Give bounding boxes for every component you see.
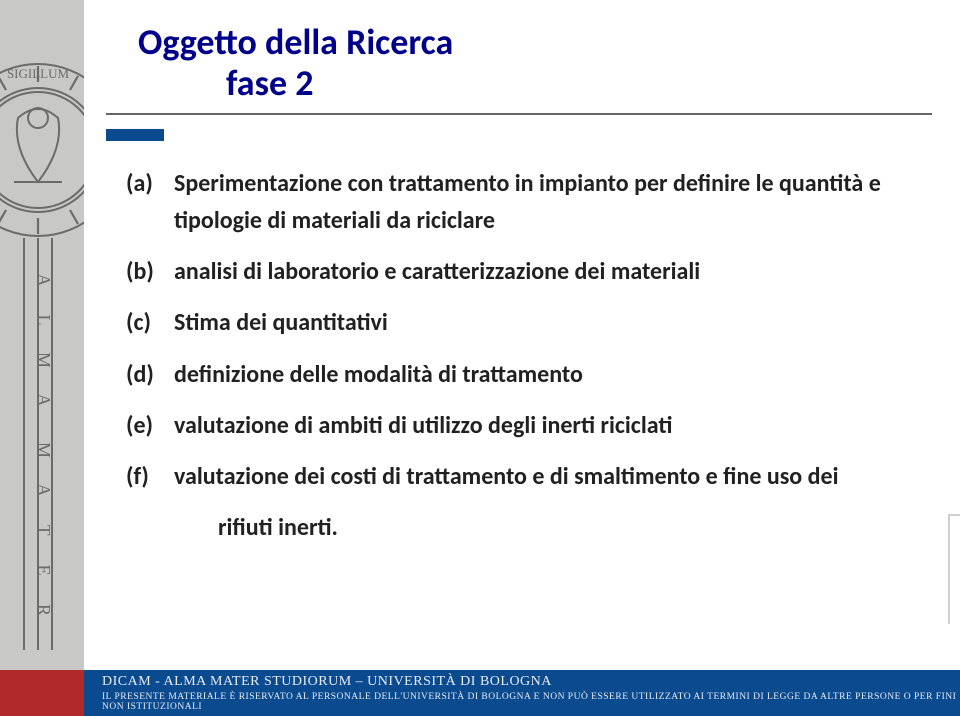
svg-text:M: M	[34, 442, 54, 458]
svg-text:R: R	[34, 604, 54, 616]
list-item: (c) Stima dei quantitativi	[126, 304, 920, 341]
footer-right-block: DICAM - ALMA MATER STUDIORUM – UNIVERSIT…	[84, 670, 960, 716]
university-seal-graphic: SIGILLUM A L M A M A T E R	[0, 10, 84, 660]
title-underline	[106, 113, 932, 115]
list-text: Stima dei quantitativi	[174, 304, 920, 341]
list-text: valutazione dei costi di trattamento e d…	[174, 458, 920, 495]
list-marker: (a)	[126, 165, 174, 239]
slide-title-line1: Oggetto della Ricerca	[138, 22, 960, 63]
sidebar-seal-strip: SIGILLUM A L M A M A T E R	[0, 0, 84, 670]
list-marker: (f)	[126, 458, 174, 495]
list-item: (e) valutazione di ambiti di utilizzo de…	[126, 407, 920, 444]
list-continuation: rifiuti inerti.	[174, 509, 920, 546]
list-item: (a) Sperimentazione con trattamento in i…	[126, 165, 920, 239]
list-marker: (e)	[126, 407, 174, 444]
footer-left-block	[0, 670, 84, 716]
list-item: (b) analisi di laboratorio e caratterizz…	[126, 253, 920, 290]
slide-title-line2: fase 2	[226, 63, 960, 104]
slide-main: Oggetto della Ricerca fase 2 (a) Sperime…	[84, 0, 960, 670]
svg-text:M: M	[34, 352, 54, 368]
list-text: analisi di laboratorio e caratterizzazio…	[174, 253, 920, 290]
list-marker: (b)	[126, 253, 174, 290]
list-marker: (c)	[126, 304, 174, 341]
list-item: (f) valutazione dei costi di trattamento…	[126, 458, 920, 495]
svg-text:L: L	[34, 315, 54, 326]
list-text: valutazione di ambiti di utilizzo degli …	[174, 407, 920, 444]
svg-text:SIGILLUM: SIGILLUM	[7, 66, 70, 81]
corner-rule	[948, 514, 960, 624]
title-block: Oggetto della Ricerca fase 2	[138, 22, 960, 105]
svg-text:A: A	[34, 394, 54, 407]
accent-bar	[106, 129, 164, 141]
list-marker: (d)	[126, 356, 174, 393]
footer-disclaimer: IL PRESENTE MATERIALE È RISERVATO AL PER…	[102, 692, 960, 712]
svg-text:T: T	[34, 525, 54, 536]
footer-institution: DICAM - ALMA MATER STUDIORUM – UNIVERSIT…	[102, 674, 960, 690]
footer-bar: DICAM - ALMA MATER STUDIORUM – UNIVERSIT…	[0, 670, 960, 716]
list-item: (d) definizione delle modalità di tratta…	[126, 356, 920, 393]
list-text: definizione delle modalità di trattament…	[174, 356, 920, 393]
svg-text:A: A	[34, 484, 54, 497]
list-continuation-text: rifiuti inerti.	[218, 513, 338, 542]
list-text: Sperimentazione con trattamento in impia…	[174, 165, 920, 239]
svg-text:A: A	[34, 274, 54, 287]
svg-text:E: E	[34, 565, 54, 576]
content-list: (a) Sperimentazione con trattamento in i…	[126, 165, 920, 547]
